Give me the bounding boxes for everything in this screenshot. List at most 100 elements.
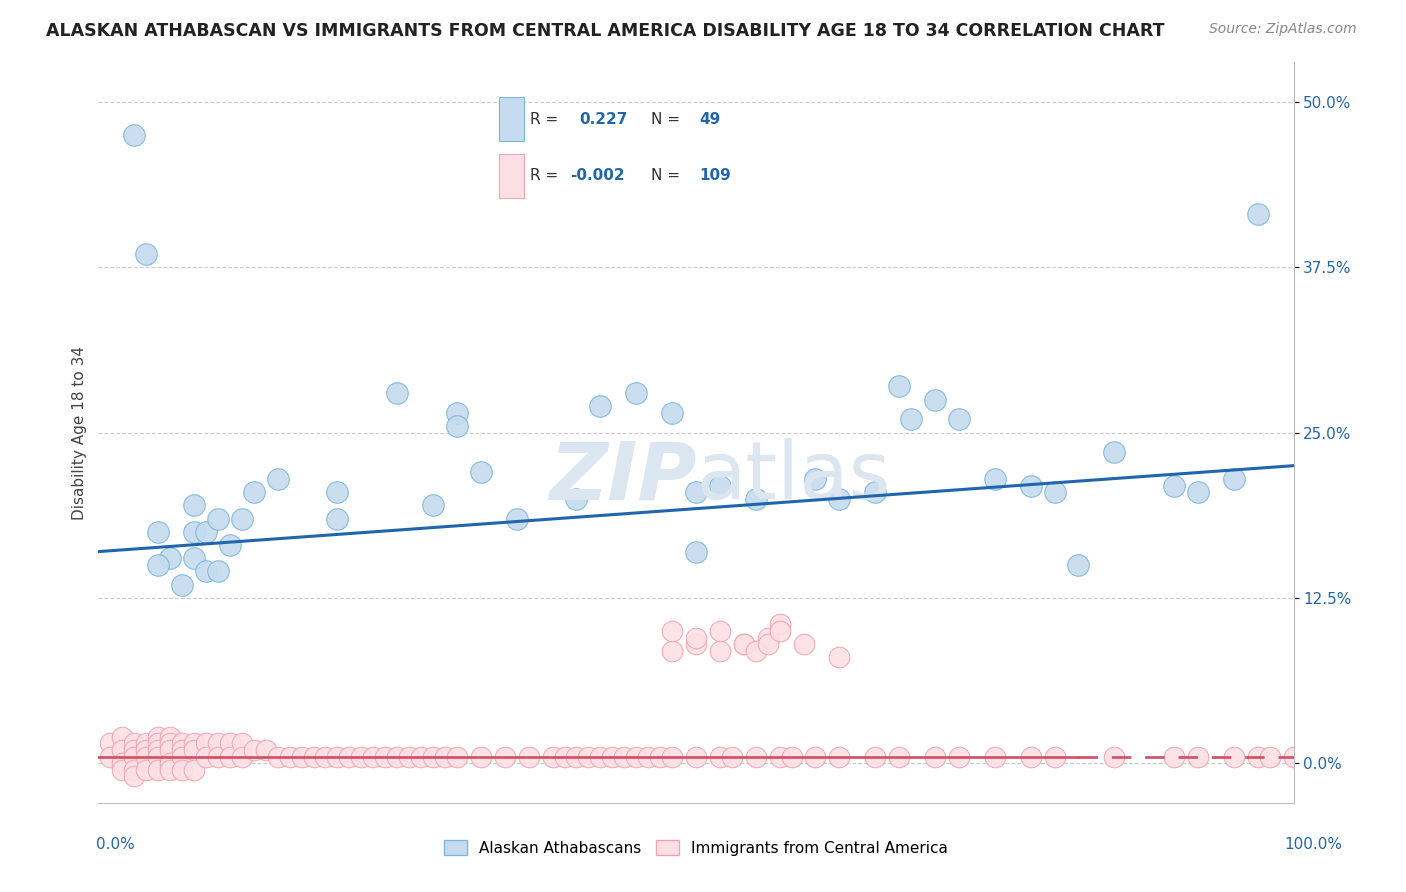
Point — [159, 730, 181, 744]
Point — [111, 743, 134, 757]
Point — [1019, 478, 1042, 492]
Point — [148, 730, 170, 744]
Point — [661, 406, 683, 420]
Point — [685, 544, 707, 558]
Point — [745, 491, 768, 506]
Point — [411, 749, 433, 764]
Point — [470, 749, 492, 764]
Point — [517, 749, 540, 764]
Point — [1258, 749, 1281, 764]
Point — [219, 736, 242, 750]
Point — [135, 247, 157, 261]
Point — [733, 637, 755, 651]
Point — [1067, 558, 1090, 572]
Point — [148, 743, 170, 757]
Point — [207, 565, 229, 579]
Point — [231, 749, 253, 764]
Point — [195, 749, 218, 764]
Text: atlas: atlas — [696, 438, 890, 516]
Point — [148, 749, 170, 764]
Point — [685, 637, 707, 651]
Point — [148, 736, 170, 750]
Point — [828, 749, 851, 764]
Point — [613, 749, 636, 764]
Point — [326, 749, 349, 764]
Point — [254, 743, 277, 757]
Point — [135, 763, 157, 777]
Point — [302, 749, 325, 764]
Point — [804, 472, 827, 486]
Point — [446, 406, 468, 420]
Point — [385, 749, 409, 764]
Point — [661, 624, 683, 638]
Point — [195, 565, 218, 579]
Point — [135, 749, 157, 764]
Point — [541, 749, 564, 764]
Point — [267, 472, 290, 486]
Point — [804, 749, 827, 764]
Point — [661, 749, 683, 764]
Point — [422, 749, 444, 764]
Point — [709, 749, 731, 764]
Point — [793, 637, 815, 651]
Point — [1223, 749, 1246, 764]
Point — [1187, 485, 1209, 500]
Point — [446, 419, 468, 434]
Point — [124, 749, 146, 764]
Point — [565, 749, 588, 764]
Point — [709, 644, 731, 658]
Point — [506, 511, 529, 525]
Point — [231, 511, 253, 525]
Point — [494, 749, 516, 764]
Point — [769, 624, 792, 638]
Point — [889, 749, 911, 764]
Point — [828, 491, 851, 506]
Point — [124, 736, 146, 750]
Point — [231, 736, 253, 750]
Point — [135, 743, 157, 757]
Point — [745, 644, 768, 658]
Point — [685, 749, 707, 764]
Point — [1223, 472, 1246, 486]
Point — [339, 749, 361, 764]
Point — [124, 763, 146, 777]
Point — [602, 749, 624, 764]
Point — [865, 749, 887, 764]
Point — [159, 743, 181, 757]
Text: ALASKAN ATHABASCAN VS IMMIGRANTS FROM CENTRAL AMERICA DISABILITY AGE 18 TO 34 CO: ALASKAN ATHABASCAN VS IMMIGRANTS FROM CE… — [46, 22, 1166, 40]
Point — [195, 524, 218, 539]
Point — [159, 763, 181, 777]
Point — [1043, 485, 1066, 500]
Point — [578, 749, 600, 764]
Point — [733, 637, 755, 651]
Point — [984, 749, 1007, 764]
Point — [363, 749, 385, 764]
Point — [780, 749, 803, 764]
Point — [172, 749, 194, 764]
Point — [924, 392, 946, 407]
Point — [183, 551, 205, 566]
Point — [183, 499, 205, 513]
Point — [626, 749, 648, 764]
Point — [1104, 749, 1126, 764]
Point — [434, 749, 457, 764]
Point — [385, 386, 409, 401]
Point — [1282, 749, 1305, 764]
Point — [148, 558, 170, 572]
Point — [124, 743, 146, 757]
Point — [183, 763, 205, 777]
Point — [721, 749, 744, 764]
Point — [637, 749, 659, 764]
Point — [111, 730, 134, 744]
Point — [124, 128, 146, 143]
Point — [278, 749, 301, 764]
Point — [900, 412, 922, 426]
Point — [172, 743, 194, 757]
Point — [745, 749, 768, 764]
Point — [924, 749, 946, 764]
Text: Source: ZipAtlas.com: Source: ZipAtlas.com — [1209, 22, 1357, 37]
Point — [159, 736, 181, 750]
Point — [1104, 445, 1126, 459]
Point — [243, 743, 266, 757]
Point — [315, 749, 337, 764]
